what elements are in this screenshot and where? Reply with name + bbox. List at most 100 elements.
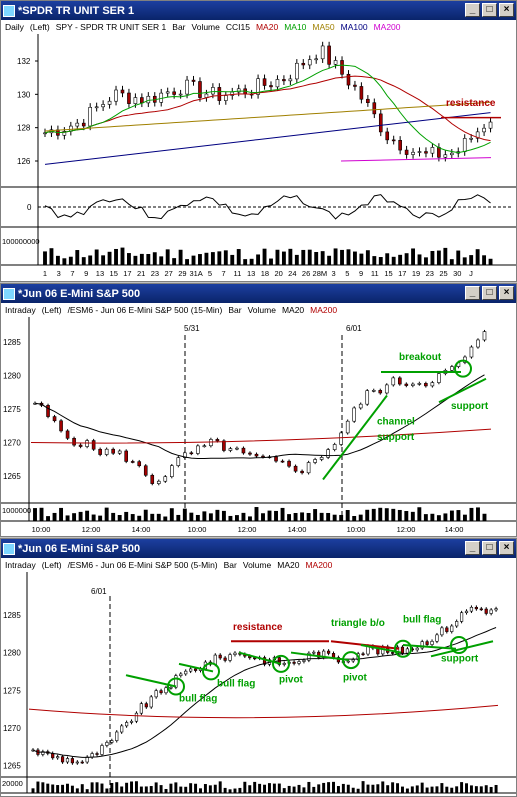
daily-candle-body [475,131,480,139]
volume-bar [46,783,50,793]
volume-bar [462,514,467,521]
volume-bar [381,781,385,793]
daily-candle-body [424,151,428,154]
x-tick-label: 11 [233,269,241,278]
daily-candle-body [385,131,390,141]
hdr-ma20: MA20 [277,560,300,570]
ma200-line [28,704,499,719]
candle-15min-body [430,382,435,387]
volume-bar [236,249,241,265]
annotation-circle [394,639,412,658]
window-es-15min: *Jun 06 E-Mini S&P 500 _ □ × Intraday (Lef… [0,283,517,537]
x-tick-label: 17 [123,269,131,278]
volume-bar [365,250,370,265]
daily-candle-body [75,122,80,127]
candle-15min-body [437,373,441,383]
window-titlebar[interactable]: *Jun 06 E-Mini S&P 500 _ □ × [1,539,516,558]
volume-bar [405,788,409,793]
y-tick-label: 1280 [3,649,21,658]
minimize-button[interactable]: _ [465,3,480,17]
volume-bar [241,512,246,521]
volume-bar [469,255,474,265]
volume-bar [85,510,90,521]
volume-bar [52,512,57,521]
candle-5min-body [169,686,173,689]
ma200-line [30,428,492,444]
volume-bar [120,247,125,265]
candle-5min-body [302,659,306,662]
channel-line [322,394,388,481]
maximize-button[interactable]: □ [482,541,497,555]
candle-5min-body [292,661,296,664]
volume-bar [65,515,70,521]
candle-5min-body [189,668,193,672]
volume-bar [210,252,215,265]
volume-bar [430,250,435,265]
candle-15min-body [287,460,291,467]
volume-bar [56,785,60,793]
close-button[interactable]: × [499,286,514,300]
x-tick-label: 12:00 [238,525,257,534]
volume-bar [221,510,226,521]
hdr-period: Daily [5,22,24,32]
maximize-button[interactable]: □ [482,3,497,17]
volume-bar [302,787,306,793]
close-button[interactable]: × [499,3,514,17]
candle-15min-body [98,448,102,455]
daily-candle-body [81,122,86,127]
daily-candle-body [488,121,493,129]
volume-bar [105,788,109,793]
minimize-button[interactable]: _ [465,286,480,300]
x-tick-label: 10:00 [188,525,207,534]
y-tick-label: 1265 [3,472,21,481]
price-chart-15min[interactable]: 1285 1280 1275 1270 1265 5/31 6/01 breakout chan… [1,317,516,536]
candle-5min-body [149,696,153,708]
hdr-volume: Volume [191,22,220,32]
volume-bar [146,253,151,265]
candle-5min-body [80,761,84,764]
maximize-button[interactable]: □ [482,286,497,300]
candle-15min-body [104,448,109,455]
candle-15min-body [72,437,76,446]
price-chart-5min[interactable]: 1285 1280 1275 1270 1265 6/01 resistance triang… [1,572,516,796]
candle-5min-body [415,647,419,651]
volume-bar [88,255,93,265]
candle-15min-body [306,462,311,474]
candle-5min-body [65,758,70,763]
volume-bar [68,256,73,265]
daily-candle-body [443,154,448,158]
candle-5min-body [474,606,478,610]
x-tick-label: 23 [426,269,434,278]
channel-label: channel [377,416,415,427]
volume-bar [365,509,370,521]
close-button[interactable]: × [499,541,514,555]
volume-bar [238,787,242,793]
volume-bar [361,781,365,793]
daily-candle-body [62,130,67,136]
candle-5min-body [440,627,444,636]
daily-candle-body [430,147,435,154]
x-tick-label: 9 [359,269,363,278]
candle-15min-body [222,440,226,451]
minimize-button[interactable]: _ [465,541,480,555]
window-titlebar[interactable]: *SPDR TR UNIT SER 1 _ □ × [1,1,516,20]
x-tick-label: 7 [222,269,226,278]
chart-header: Intraday (Left) /ESM6 - Jun 06 E-Mini S&… [1,303,516,317]
window-titlebar[interactable]: *Jun 06 E-Mini S&P 500 _ □ × [1,284,516,303]
daily-candle-body [120,89,125,94]
daily-candle-body [449,152,454,156]
x-tick-label: 31A [189,269,202,278]
daily-candle-body [282,79,286,82]
x-tick-label: 23 [151,269,159,278]
volume-bar [125,782,129,793]
daily-candle-body [191,79,196,82]
chart-header: Daily (Left) SPY - SPDR TR UNIT SER 1 Ba… [1,20,516,34]
volume-bar [352,515,357,521]
candle-5min-body [489,609,493,614]
volume-bar [366,784,370,793]
volume-bar [91,514,96,521]
ma20-line [44,75,491,142]
daily-candle-body [327,45,331,65]
x-tick-label: 3 [57,269,61,278]
